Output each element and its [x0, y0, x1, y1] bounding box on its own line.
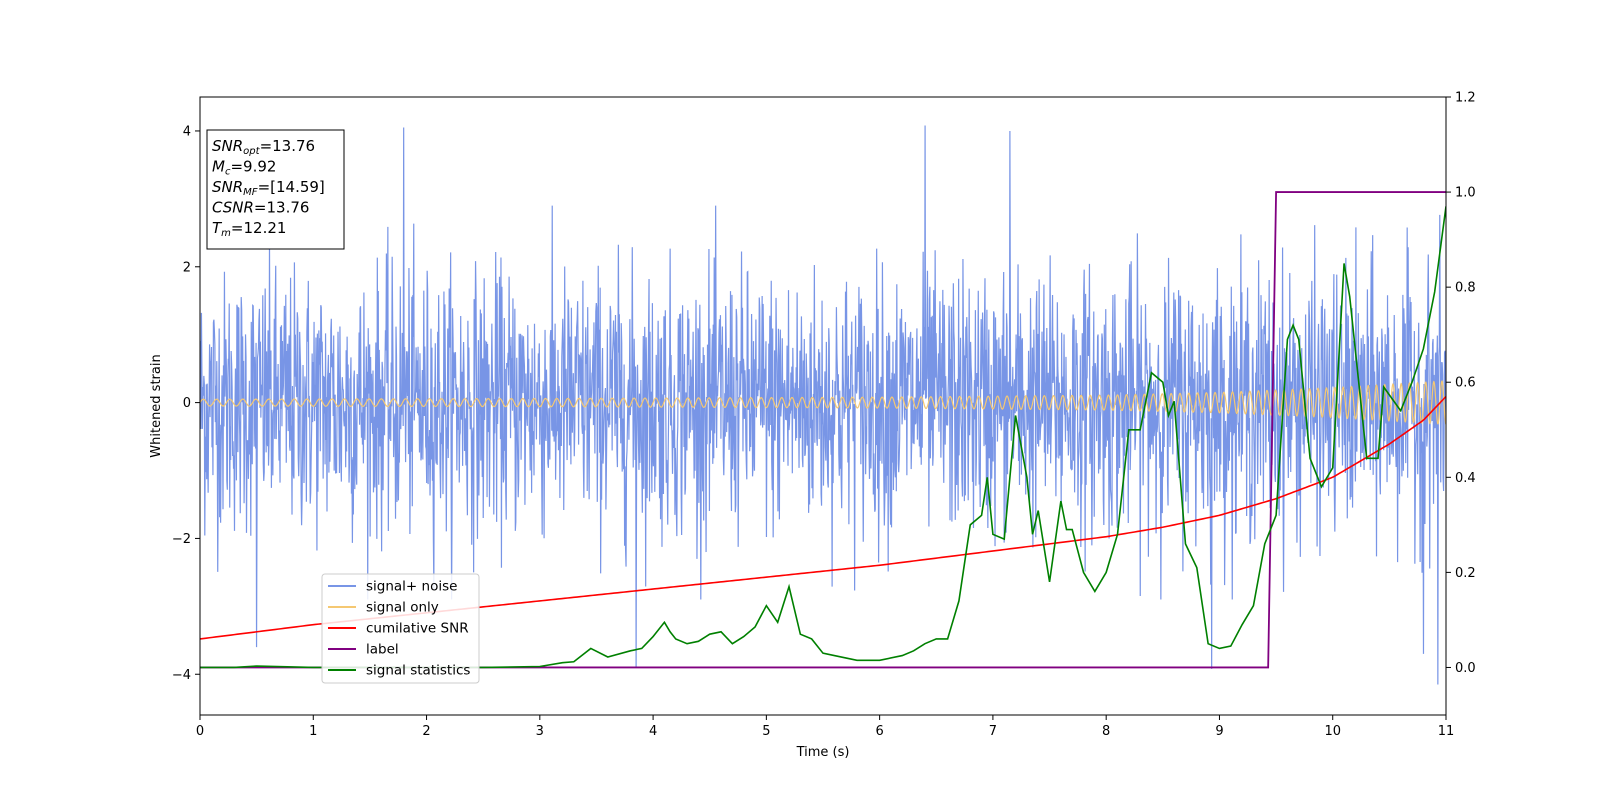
y2-tick-label: 1.2: [1455, 91, 1476, 106]
x-tick-label: 9: [1215, 724, 1223, 739]
y2-tick-label: 0.8: [1455, 281, 1476, 296]
y-tick-label: −4: [172, 668, 191, 683]
x-tick-label: 8: [1102, 724, 1110, 739]
legend-frame: [321, 573, 480, 684]
x-axis-label: Time (s): [796, 745, 850, 760]
y-tick-label: 2: [183, 260, 191, 275]
annotation-line: Mc=9.92: [212, 158, 276, 178]
x-tick-label: 7: [989, 724, 997, 739]
annotation-line: SNRopt=13.76: [212, 137, 315, 157]
y2-tick-label: 0.4: [1455, 471, 1476, 486]
annotation-frame: [206, 129, 345, 250]
x-tick-label: 2: [422, 724, 430, 739]
series-signal-statistics-line: [200, 206, 1446, 669]
x-tick-label: 1: [309, 724, 317, 739]
series-label-line: [200, 191, 1446, 669]
series-signal-noise-line: [200, 125, 1446, 685]
y2-tick-label: 0.2: [1455, 566, 1476, 581]
legend-entry: signal only: [366, 600, 439, 616]
legend-entry: signal statistics: [366, 663, 470, 679]
y-axis-label: Whitened strain: [149, 354, 164, 457]
axis-ticks: 0 1 2 3 4 5 6 7 8 9 10 11 −4 −2 0 2 4 0.0 0.2 0.4 0.6 0.8 1.0 1…: [172, 91, 1476, 740]
x-tick-label: 5: [762, 724, 770, 739]
x-tick-label: 11: [1438, 724, 1455, 739]
legend-entry: label: [366, 642, 399, 658]
x-tick-label: 4: [649, 724, 657, 739]
legend: signal+ noise signal only cumilative SNR la…: [321, 573, 480, 684]
plot-frame: [199, 96, 1447, 716]
annotation-line: Tm=12.21: [212, 219, 286, 239]
y-tick-label: 0: [183, 396, 191, 411]
y-tick-label: 4: [183, 124, 191, 139]
x-tick-label: 0: [196, 724, 204, 739]
x-tick-label: 3: [536, 724, 544, 739]
x-tick-label: 10: [1324, 724, 1341, 739]
y-tick-label: −2: [172, 532, 191, 547]
annotation-line: SNRMF=[14.59]: [212, 178, 325, 198]
y2-tick-label: 0.6: [1455, 376, 1476, 391]
y2-tick-label: 0.0: [1455, 661, 1476, 676]
annotation-line: CSNR=13.76: [212, 199, 309, 217]
x-tick-label: 6: [875, 724, 883, 739]
legend-entry: signal+ noise: [366, 579, 457, 595]
series-signal-only-line: [200, 380, 1446, 425]
metrics-annotation: SNRopt=13.76Mc=9.92SNRMF=[14.59]CSNR=13.…: [206, 129, 345, 250]
legend-entry: cumilative SNR: [366, 621, 469, 637]
y2-tick-label: 1.0: [1455, 186, 1476, 201]
